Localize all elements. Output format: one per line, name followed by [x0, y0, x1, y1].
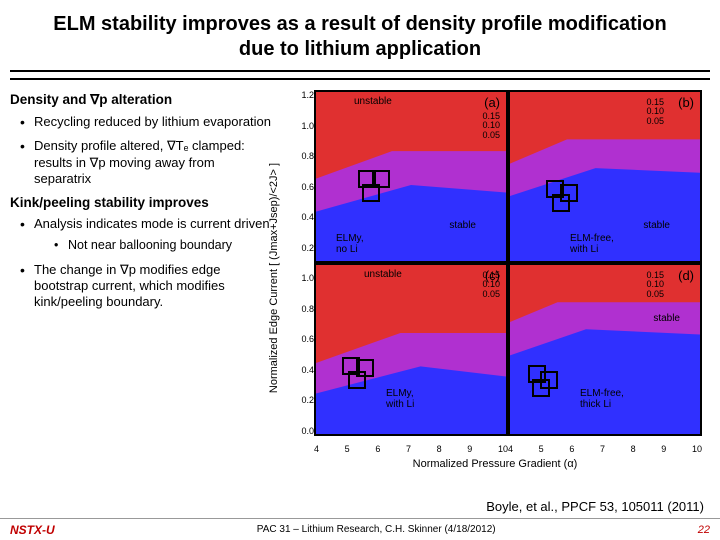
contour-labels: 0.15 0.10 0.05: [646, 98, 664, 126]
chart-xlabel: Normalized Pressure Gradient (α): [413, 458, 578, 470]
section1-heading: Density and ∇p alteration: [10, 92, 272, 108]
footer-logo: NSTX-U: [10, 523, 55, 537]
bullet: The change in ∇p modifies edge bootstrap…: [20, 262, 272, 311]
data-marker: [532, 379, 550, 397]
stable-label: stable: [653, 313, 680, 324]
chart-yticks: 1.2 1.0 0.8 0.6 0.4 0.2 1.0 0.8 0.6 0.4 …: [298, 90, 314, 436]
unstable-label: unstable: [364, 269, 402, 280]
title-subrule: [10, 78, 710, 80]
xticks-right: 4 5 6 7 8 9 10: [508, 444, 702, 454]
data-marker: [348, 371, 366, 389]
title-rule: [10, 70, 710, 72]
panel-label-b: ELM-free, with Li: [570, 233, 614, 255]
panel-grid: unstable stable (a) 0.15 0.10 0.05 ELMy,…: [314, 90, 702, 436]
xticks-left: 4 5 6 7 8 9 10: [314, 444, 508, 454]
slide-body: Density and ∇p alteration Recycling redu…: [0, 84, 720, 468]
chart-ylabel: Normalized Edge Current [ (Jmax+Jsep)/<2…: [268, 163, 280, 393]
data-marker: [552, 194, 570, 212]
slide-footer: NSTX-U PAC 31 – Lithium Research, C.H. S…: [0, 518, 720, 540]
bullet-text: Analysis indicates mode is current drive…: [34, 216, 270, 231]
contour-labels: 0.15 0.10 0.05: [482, 112, 500, 140]
citation: Boyle, et al., PPCF 53, 105011 (2011): [486, 499, 704, 514]
footer-center: PAC 31 – Lithium Research, C.H. Skinner …: [257, 524, 496, 535]
panel-corner-b: (b): [678, 95, 694, 110]
panel-label-d: ELM-free, thick Li: [580, 388, 624, 410]
bullet: Density profile altered, ∇Tₑ clamped: re…: [20, 138, 272, 187]
slide: ELM stability improves as a result of de…: [0, 0, 720, 540]
slide-title: ELM stability improves as a result of de…: [0, 0, 720, 70]
stability-chart: Normalized Edge Current [ (Jmax+Jsep)/<2…: [280, 88, 710, 468]
bullet: Analysis indicates mode is current drive…: [20, 216, 272, 254]
stable-label: stable: [449, 220, 476, 231]
section1-list: Recycling reduced by lithium evaporation…: [10, 114, 272, 187]
panel-label-c: ELMy, with Li: [386, 388, 414, 410]
section2-list: Analysis indicates mode is current drive…: [10, 216, 272, 311]
contour-labels: 0.15 0.10 0.05: [646, 271, 664, 299]
panel-c: unstable (c) 0.15 0.10 0.05 ELMy, with L…: [314, 263, 508, 436]
section2-heading: Kink/peeling stability improves: [10, 195, 272, 210]
panel-label-a: ELMy, no Li: [336, 233, 364, 255]
sub-list: Not near ballooning boundary: [34, 238, 272, 254]
panel-b: stable (b) 0.15 0.10 0.05 ELM-free, with…: [508, 90, 702, 263]
figure-column: Normalized Edge Current [ (Jmax+Jsep)/<2…: [280, 88, 710, 468]
contour-labels: 0.15 0.10 0.05: [482, 271, 500, 299]
sub-bullet: Not near ballooning boundary: [54, 238, 272, 254]
panel-a: unstable stable (a) 0.15 0.10 0.05 ELMy,…: [314, 90, 508, 263]
text-column: Density and ∇p alteration Recycling redu…: [10, 88, 280, 468]
bullet: Recycling reduced by lithium evaporation: [20, 114, 272, 130]
chart-xticks: 4 5 6 7 8 9 10 4 5 6 7 8 9: [314, 444, 702, 454]
panel-corner-d: (d): [678, 268, 694, 283]
panel-d: stable (d) 0.15 0.10 0.05 ELM-free, thic…: [508, 263, 702, 436]
data-marker: [362, 184, 380, 202]
stable-label: stable: [643, 220, 670, 231]
unstable-label: unstable: [354, 96, 392, 107]
panel-corner-a: (a): [484, 95, 500, 110]
page-number: 22: [698, 524, 710, 536]
